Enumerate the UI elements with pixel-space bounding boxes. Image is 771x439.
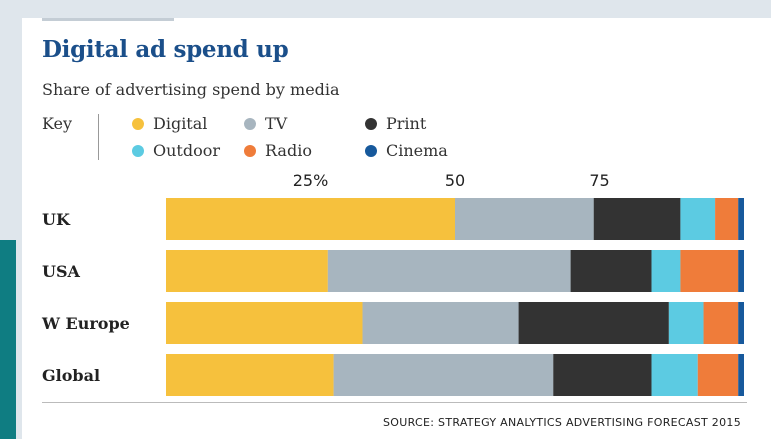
- bar-w-europe-print: [518, 302, 669, 344]
- bar-uk-print: [593, 198, 681, 240]
- top-rule: [42, 18, 174, 21]
- category-label: USA: [42, 262, 81, 281]
- category-label: W Europe: [41, 314, 130, 333]
- stacked-bar-chart: 25% 50 75 UK USA W Europe Global: [41, 171, 744, 396]
- legend-label: Cinema: [386, 141, 448, 160]
- legend-swatch-outdoor: [132, 145, 144, 157]
- bar-usa-print: [570, 250, 652, 292]
- bar-uk-cinema: [738, 198, 744, 240]
- bar-w-europe-radio: [703, 302, 739, 344]
- bar-w-europe-cinema: [738, 302, 744, 344]
- chart-subtitle: Share of advertising spend by media: [42, 80, 340, 99]
- x-tick-label: 25%: [293, 171, 329, 190]
- bar-w-europe-digital: [166, 302, 363, 344]
- legend-item-tv: TV: [244, 114, 287, 133]
- bar-usa-cinema: [738, 250, 744, 292]
- category-label: Global: [42, 366, 100, 385]
- bar-usa-radio: [680, 250, 739, 292]
- legend-label: TV: [265, 114, 288, 133]
- legend-swatch-tv: [244, 118, 256, 130]
- bottom-rule: [42, 402, 747, 403]
- bar-global-print: [553, 354, 652, 396]
- bar-usa-tv: [327, 250, 571, 292]
- bar-uk-radio: [715, 198, 739, 240]
- bar-usa-digital: [166, 250, 328, 292]
- bar-global-outdoor: [651, 354, 698, 396]
- chart-card: Digital ad spend up Share of advertising…: [22, 18, 771, 439]
- bar-global-tv: [333, 354, 554, 396]
- x-tick-label: 50: [445, 171, 465, 190]
- bar-w-europe-tv: [362, 302, 519, 344]
- source-note: SOURCE: STRATEGY ANALYTICS ADVERTISING F…: [383, 416, 741, 429]
- teal-edge-strip: [0, 240, 16, 439]
- legend-item-print: Print: [365, 114, 426, 133]
- bar-uk-digital: [166, 198, 455, 240]
- legend-item-cinema: Cinema: [365, 141, 448, 160]
- bar-uk-tv: [455, 198, 594, 240]
- legend-item-radio: Radio: [244, 141, 312, 160]
- bar-global-radio: [697, 354, 739, 396]
- chart-title: Digital ad spend up: [42, 36, 289, 63]
- legend-swatch-radio: [244, 145, 256, 157]
- legend-swatch-digital: [132, 118, 144, 130]
- bar-w-europe-outdoor: [668, 302, 704, 344]
- bar-uk-outdoor: [680, 198, 716, 240]
- bar-global-cinema: [738, 354, 744, 396]
- legend-item-outdoor: Outdoor: [132, 141, 220, 160]
- legend-label: Digital: [153, 114, 208, 133]
- legend-swatch-cinema: [365, 145, 377, 157]
- legend-label: Outdoor: [153, 141, 221, 160]
- legend-key-label: Key: [42, 114, 73, 133]
- legend-divider: [98, 114, 99, 160]
- category-label: UK: [42, 210, 71, 229]
- legend-label: Radio: [265, 141, 312, 160]
- legend-label: Print: [386, 114, 427, 133]
- legend-item-digital: Digital: [132, 114, 207, 133]
- bar-global-digital: [166, 354, 334, 396]
- x-tick-label: 75: [589, 171, 609, 190]
- bar-usa-outdoor: [651, 250, 681, 292]
- legend-swatch-print: [365, 118, 377, 130]
